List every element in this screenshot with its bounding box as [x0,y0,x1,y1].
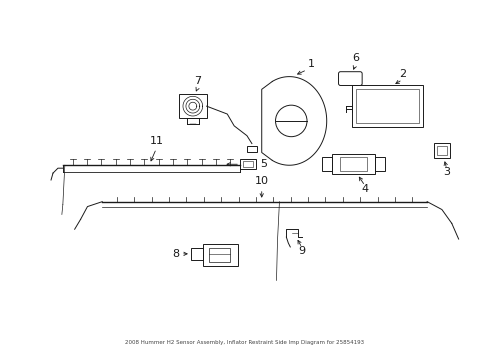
Text: 4: 4 [361,184,368,194]
Text: 10: 10 [254,176,268,186]
Text: 11: 11 [149,136,163,145]
Bar [190,248,202,260]
Text: 5: 5 [259,159,266,169]
Bar [356,89,418,123]
Bar [321,157,331,171]
Bar [331,154,374,174]
Bar [374,157,384,171]
Bar [246,145,256,152]
Text: 7: 7 [194,76,201,86]
Bar [240,159,255,169]
Bar [243,161,252,167]
Text: 3: 3 [443,167,449,177]
Bar [351,85,422,127]
Text: 8: 8 [172,249,179,259]
Text: 1: 1 [307,59,314,69]
Bar [339,157,366,171]
Text: 2008 Hummer H2 Sensor Assembly, Inflator Restraint Side Imp Diagram for 25854193: 2008 Hummer H2 Sensor Assembly, Inflator… [124,341,364,345]
Bar [433,143,449,158]
Bar [202,244,238,266]
Bar [179,94,206,118]
Bar [436,145,446,156]
Text: 2: 2 [398,69,405,78]
Text: 6: 6 [351,53,358,63]
Bar [208,248,230,262]
Text: 9: 9 [298,246,305,256]
